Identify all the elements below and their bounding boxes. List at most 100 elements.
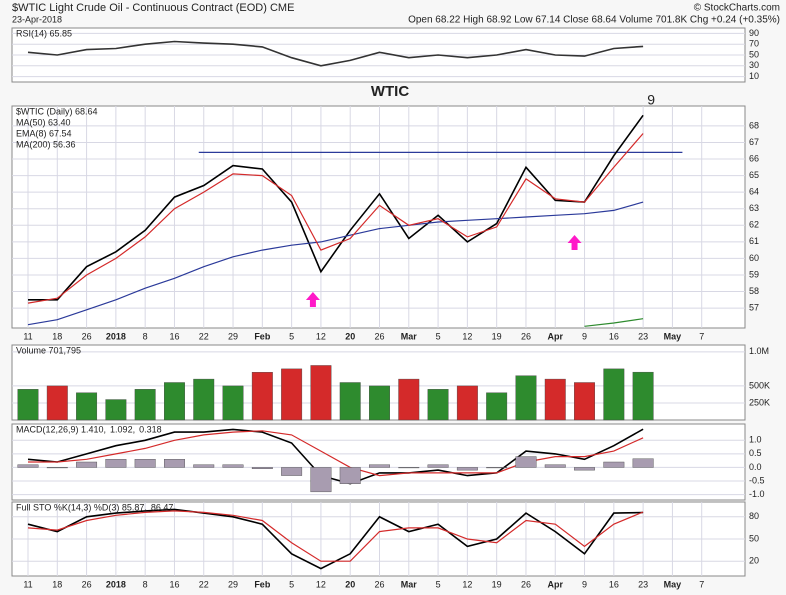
y-tick-label: 10 [749, 71, 759, 81]
bar [544, 378, 566, 421]
series-line [584, 318, 644, 327]
bar [398, 378, 420, 421]
x-tick-label: 16 [169, 331, 179, 341]
x-tick-label: 18 [52, 579, 62, 589]
y-tick-label: 0.0 [749, 462, 762, 472]
x-tick-label: 5 [436, 579, 441, 589]
x-tick-label: 26 [521, 579, 531, 589]
bar [76, 392, 98, 421]
bar [164, 459, 185, 468]
series-line [27, 428, 644, 485]
x-tick-label: 19 [492, 331, 502, 341]
y-tick-label: -1.0 [749, 489, 765, 499]
bar [251, 372, 273, 421]
x-tick-label: 5 [289, 579, 294, 589]
bar [574, 467, 595, 471]
bar [339, 382, 361, 421]
x-tick-label: 16 [169, 579, 179, 589]
bar [46, 385, 68, 421]
y-tick-label: 65 [749, 170, 759, 180]
legend-entry: Full STO %K(14,3) %D(3) 85.87, [16, 502, 147, 512]
bar [603, 461, 625, 468]
x-tick-label: 29 [228, 579, 238, 589]
x-tick-label: 2018 [106, 331, 126, 341]
y-tick-label: 50 [749, 49, 759, 59]
x-tick-label: 8 [143, 579, 148, 589]
x-tick-label: Feb [254, 331, 271, 341]
credit: © StockCharts.com [694, 3, 780, 14]
bar [574, 382, 595, 421]
x-tick-label: 7 [699, 331, 704, 341]
legend-entry: MA(50) 63.40 [16, 117, 71, 127]
bar [193, 378, 215, 421]
x-tick-label: 23 [638, 579, 648, 589]
bar [222, 464, 244, 468]
chart-annotation: WTIC [371, 83, 409, 100]
bar [398, 467, 420, 469]
bar [281, 368, 303, 421]
x-tick-label: 18 [52, 331, 62, 341]
x-tick-label: 26 [521, 331, 531, 341]
bar [310, 365, 332, 421]
x-tick-label: 20 [345, 579, 355, 589]
arrow [305, 292, 320, 307]
bar [164, 382, 185, 421]
y-tick-label: 61 [749, 236, 759, 246]
bar [369, 464, 390, 468]
series-line [27, 510, 644, 562]
y-tick-label: 59 [749, 269, 759, 279]
bar [134, 459, 156, 468]
x-tick-label: May [664, 331, 682, 341]
bar [105, 459, 127, 468]
y-tick-label: 90 [749, 28, 759, 38]
x-tick-label: 9 [582, 331, 587, 341]
legend-entry: 86.47 [151, 502, 174, 512]
y-tick-label: 20 [749, 556, 759, 566]
series-line [28, 430, 644, 477]
bar [515, 375, 537, 421]
y-tick-label: 58 [749, 286, 759, 296]
y-tick-label: 67 [749, 137, 759, 147]
y-tick-label: 250K [749, 397, 770, 407]
bar [427, 389, 449, 421]
x-tick-label: 2018 [106, 579, 126, 589]
bar [632, 371, 654, 421]
x-tick-label: 11 [23, 579, 32, 589]
y-tick-label: 62 [749, 220, 759, 230]
series-line [27, 201, 644, 326]
y-tick-label: 57 [749, 302, 759, 312]
x-tick-label: 8 [143, 331, 148, 341]
legend-entry: MA(200) 56.36 [16, 139, 76, 149]
bar [369, 385, 390, 421]
legend-entry: 0.318 [139, 424, 162, 434]
y-tick-label: 50 [749, 533, 759, 543]
y-tick-label: 1.0M [749, 346, 769, 356]
x-tick-label: 26 [82, 331, 92, 341]
x-tick-label: Apr [548, 579, 564, 589]
y-tick-label: 63 [749, 203, 759, 213]
y-tick-label: 70 [749, 39, 759, 49]
bar [456, 467, 478, 471]
y-tick-label: 0.5 [749, 448, 762, 458]
x-tick-label: 11 [23, 331, 32, 341]
bar [544, 464, 566, 468]
bar [281, 467, 303, 476]
y-tick-label: 500K [749, 380, 770, 390]
bar [427, 464, 449, 468]
x-tick-label: 22 [199, 331, 209, 341]
x-tick-label: 20 [345, 331, 355, 341]
x-tick-label: 26 [374, 331, 384, 341]
x-tick-label: Mar [401, 331, 418, 341]
bar [456, 385, 478, 421]
bar [222, 385, 244, 421]
panel-frame [11, 105, 746, 329]
x-tick-label: 26 [374, 579, 384, 589]
x-tick-label: May [664, 579, 682, 589]
legend-entry: MACD(12,26,9) 1.410, [16, 424, 106, 434]
count-annotation: 9 [647, 92, 655, 108]
x-tick-label: Apr [548, 331, 564, 341]
x-tick-label: 7 [699, 579, 704, 589]
bar [76, 461, 98, 468]
legend-entry: Volume 701,795 [16, 345, 81, 355]
x-tick-label: 26 [82, 579, 92, 589]
